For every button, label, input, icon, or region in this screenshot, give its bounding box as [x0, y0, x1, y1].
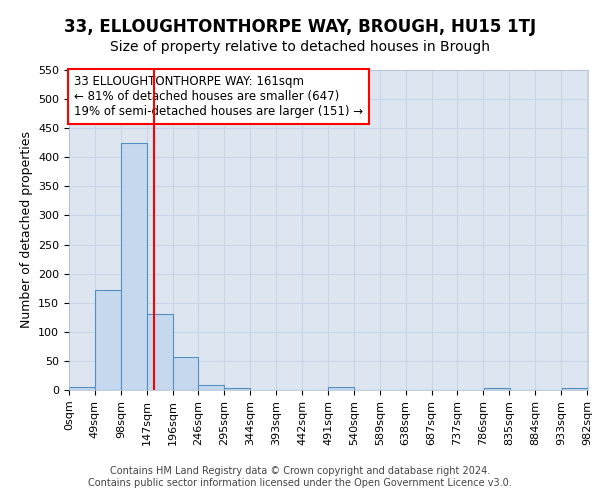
Text: 33, ELLOUGHTONTHORPE WAY, BROUGH, HU15 1TJ: 33, ELLOUGHTONTHORPE WAY, BROUGH, HU15 1…	[64, 18, 536, 36]
Text: Size of property relative to detached houses in Brough: Size of property relative to detached ho…	[110, 40, 490, 54]
Text: Contains HM Land Registry data © Crown copyright and database right 2024.
Contai: Contains HM Land Registry data © Crown c…	[88, 466, 512, 487]
Bar	[562, 388, 588, 390]
Bar	[173, 357, 199, 390]
Bar	[329, 387, 355, 390]
Bar	[484, 388, 511, 390]
Bar	[95, 290, 121, 390]
Bar	[69, 387, 95, 390]
Text: 33 ELLOUGHTONTHORPE WAY: 161sqm
← 81% of detached houses are smaller (647)
19% o: 33 ELLOUGHTONTHORPE WAY: 161sqm ← 81% of…	[74, 75, 364, 118]
Bar	[121, 144, 146, 390]
Y-axis label: Number of detached properties: Number of detached properties	[20, 132, 32, 328]
Bar	[199, 386, 224, 390]
Bar	[224, 388, 250, 390]
Bar	[146, 314, 173, 390]
